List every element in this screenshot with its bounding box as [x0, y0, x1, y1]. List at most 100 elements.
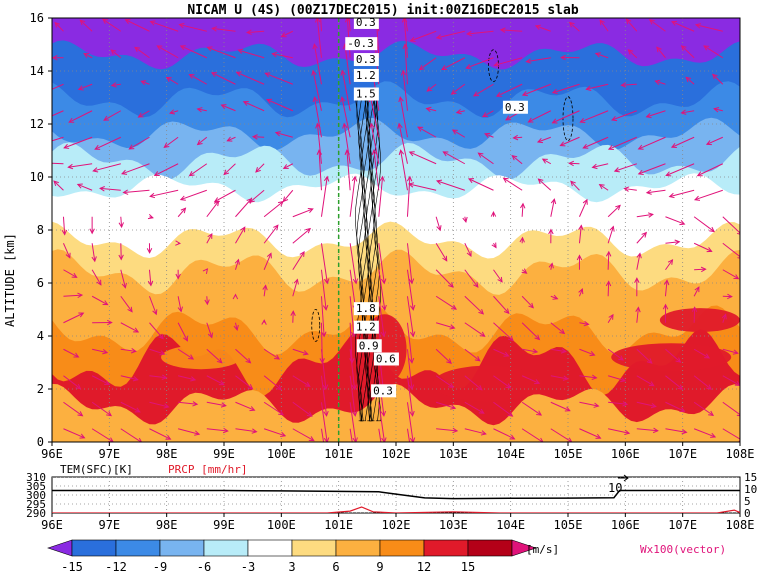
wind-vector: [234, 258, 240, 270]
subplot-y-right-tick-label: 5: [744, 495, 751, 508]
wind-vector: [149, 189, 179, 199]
y-tick-label: 6: [37, 276, 44, 290]
wind-vector: [520, 202, 526, 217]
wind-vector: [464, 428, 487, 436]
wind-vector: [585, 83, 609, 91]
contours: [311, 49, 574, 422]
wind-vector: [502, 177, 523, 191]
wind-vector: [103, 110, 122, 121]
subplot-x-tick-label: 107E: [668, 518, 697, 532]
wind-vector: [464, 375, 483, 391]
wind-vector: [91, 243, 97, 263]
wind-vector: [404, 18, 408, 32]
wind-vector: [91, 295, 109, 306]
wind-vector: [541, 158, 552, 165]
wind-vector: [213, 189, 236, 203]
shade-core-1: [432, 365, 543, 402]
wind-vector: [493, 322, 514, 342]
wind-vector: [722, 348, 739, 355]
wind-vector: [406, 349, 415, 391]
wind-vector: [292, 401, 313, 417]
wind-vector: [656, 46, 666, 59]
wind-vector: [693, 286, 700, 297]
wind-vector: [210, 72, 236, 85]
wind-vector: [320, 402, 330, 442]
wind-vector: [52, 55, 64, 61]
wind-vector: [319, 322, 325, 364]
wind-vector: [665, 216, 686, 226]
wind-vector: [263, 224, 279, 244]
wind-vector: [406, 375, 415, 417]
wind-vector: [264, 72, 293, 85]
wind-vector: [378, 175, 385, 217]
wind-vector: [519, 236, 525, 244]
wind-vector: [52, 110, 64, 117]
wind-vector: [348, 18, 351, 32]
wind-vector: [582, 136, 609, 149]
wind-vector: [235, 375, 254, 390]
subplot-x-tick-label: 100E: [267, 518, 296, 532]
wind-vector: [568, 21, 580, 32]
wind-vector: [292, 278, 299, 297]
wind-vector: [292, 375, 311, 387]
wind-vector: [648, 19, 666, 32]
subplot-y-tick-label: 295: [26, 498, 46, 511]
wind-vector: [645, 110, 666, 119]
wind-vector: [462, 216, 468, 223]
wind-vector: [177, 348, 195, 360]
subplot-x-tick-label: 98E: [156, 518, 178, 532]
wind-vector: [440, 57, 466, 71]
wind-vector: [147, 213, 154, 220]
wind-vector: [435, 295, 457, 310]
wind-vector: [282, 189, 294, 203]
wind-vector: [280, 30, 294, 38]
wind-vector: [406, 243, 415, 285]
wind-vector: [627, 49, 638, 59]
wind-vector: [371, 149, 380, 191]
wind-vector: [451, 129, 466, 138]
x-tick-label: 107E: [668, 447, 697, 461]
wind-vector: [536, 136, 551, 144]
subplot-y-tick-label: 305: [26, 480, 46, 493]
wind-vector: [599, 19, 609, 32]
wind-vector: [211, 26, 236, 32]
wind-vector: [493, 428, 516, 440]
wind-vector: [637, 163, 666, 175]
wind-vector: [623, 186, 637, 192]
wind-vector: [465, 57, 494, 70]
wind-vector: [398, 149, 408, 191]
svg-text:0.6: 0.6: [376, 353, 396, 366]
wind-vector: [721, 313, 727, 323]
wind-vector: [579, 198, 588, 217]
wind-vector: [464, 348, 481, 362]
temperature-annotation: 10: [608, 481, 622, 495]
wind-vector: [206, 232, 213, 244]
wind-vector: [481, 110, 494, 118]
wind-vector: [570, 180, 580, 191]
svg-text:1.5: 1.5: [356, 88, 376, 101]
wind-vector: [625, 18, 638, 32]
wind-vector: [493, 57, 523, 67]
wind-vector: [149, 322, 164, 340]
wind-vector: [175, 269, 181, 280]
wind-vector: [63, 375, 82, 390]
wind-vector: [149, 374, 168, 380]
wind-vector: [418, 57, 437, 71]
wind-vector: [77, 83, 93, 91]
wind-vector: [349, 375, 358, 417]
wind-vector: [464, 401, 485, 414]
wind-vector: [464, 295, 485, 315]
wind-vector: [665, 428, 688, 435]
subplot-x-tick-label: 99E: [213, 518, 235, 532]
wind-vector: [63, 348, 80, 358]
wind-vector: [206, 375, 225, 386]
wind-vector: [312, 96, 322, 138]
contour-labels: 0.3 -0.3 0.3 1.2 1.5 0.3 1.8 1.2 0.90.6 0.3: [345, 18, 528, 398]
wind-vector: [340, 69, 351, 111]
wind-vector: [521, 295, 534, 309]
wind-vector: [578, 288, 584, 297]
wind-vector: [235, 226, 246, 244]
wind-vector: [320, 243, 330, 285]
wind-vector: [92, 348, 109, 355]
